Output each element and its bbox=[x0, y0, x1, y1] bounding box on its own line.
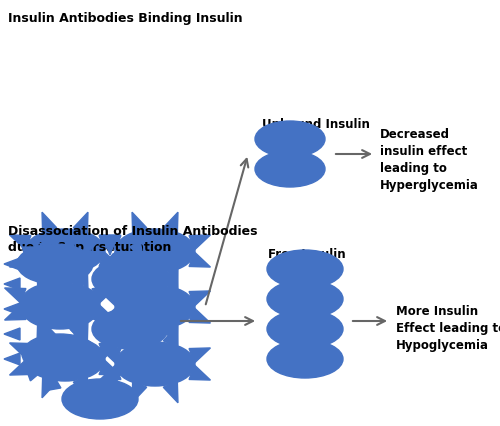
Polygon shape bbox=[132, 382, 146, 403]
Polygon shape bbox=[146, 253, 162, 268]
Polygon shape bbox=[107, 254, 124, 268]
Polygon shape bbox=[164, 268, 178, 290]
Polygon shape bbox=[189, 309, 210, 323]
Polygon shape bbox=[94, 288, 116, 303]
Polygon shape bbox=[74, 213, 88, 234]
Polygon shape bbox=[92, 286, 109, 299]
Ellipse shape bbox=[267, 340, 343, 378]
Polygon shape bbox=[189, 348, 210, 363]
Polygon shape bbox=[132, 325, 146, 346]
Polygon shape bbox=[164, 382, 178, 403]
Polygon shape bbox=[104, 239, 116, 256]
Polygon shape bbox=[164, 213, 178, 234]
Polygon shape bbox=[4, 328, 20, 340]
Ellipse shape bbox=[22, 334, 98, 374]
Polygon shape bbox=[94, 306, 116, 320]
Polygon shape bbox=[37, 265, 52, 287]
Ellipse shape bbox=[25, 230, 105, 273]
Polygon shape bbox=[4, 303, 20, 315]
Polygon shape bbox=[156, 274, 173, 285]
Polygon shape bbox=[164, 269, 178, 290]
Ellipse shape bbox=[92, 309, 168, 349]
Polygon shape bbox=[4, 353, 20, 365]
Polygon shape bbox=[189, 291, 210, 306]
Polygon shape bbox=[42, 320, 56, 342]
Polygon shape bbox=[74, 320, 88, 342]
Polygon shape bbox=[4, 288, 26, 303]
Polygon shape bbox=[42, 377, 56, 398]
Ellipse shape bbox=[17, 245, 93, 284]
Polygon shape bbox=[10, 236, 31, 250]
Polygon shape bbox=[130, 242, 143, 258]
Ellipse shape bbox=[22, 289, 98, 329]
Polygon shape bbox=[24, 365, 40, 381]
Text: Decreased
insulin effect
leading to
Hyperglycemia: Decreased insulin effect leading to Hype… bbox=[380, 128, 479, 192]
Polygon shape bbox=[132, 269, 146, 290]
Ellipse shape bbox=[62, 379, 138, 419]
Polygon shape bbox=[37, 322, 52, 343]
Polygon shape bbox=[71, 323, 86, 338]
Polygon shape bbox=[100, 366, 121, 380]
Ellipse shape bbox=[255, 152, 325, 187]
Polygon shape bbox=[49, 373, 61, 390]
Text: Insulin Antibodies Binding Insulin: Insulin Antibodies Binding Insulin bbox=[8, 12, 242, 25]
Polygon shape bbox=[4, 259, 20, 271]
Polygon shape bbox=[4, 306, 26, 320]
Polygon shape bbox=[22, 248, 34, 263]
Polygon shape bbox=[132, 213, 146, 234]
Polygon shape bbox=[42, 269, 56, 290]
Polygon shape bbox=[105, 311, 118, 328]
Text: Free Insulin: Free Insulin bbox=[268, 248, 345, 260]
Polygon shape bbox=[64, 239, 76, 256]
Polygon shape bbox=[99, 253, 120, 268]
Ellipse shape bbox=[20, 282, 100, 326]
Polygon shape bbox=[157, 298, 174, 310]
Polygon shape bbox=[74, 377, 88, 398]
Text: More Insulin
Effect leading to
Hypoglycemia: More Insulin Effect leading to Hypoglyce… bbox=[396, 304, 500, 351]
Polygon shape bbox=[99, 360, 120, 375]
Polygon shape bbox=[164, 325, 178, 347]
Polygon shape bbox=[100, 291, 121, 306]
Polygon shape bbox=[68, 265, 83, 287]
Polygon shape bbox=[132, 366, 149, 379]
Polygon shape bbox=[100, 309, 121, 323]
Polygon shape bbox=[100, 348, 121, 363]
Polygon shape bbox=[74, 269, 88, 290]
Polygon shape bbox=[132, 268, 146, 290]
Polygon shape bbox=[68, 322, 83, 343]
Ellipse shape bbox=[267, 280, 343, 318]
Ellipse shape bbox=[115, 285, 195, 329]
Polygon shape bbox=[132, 325, 146, 347]
Polygon shape bbox=[10, 343, 31, 358]
Polygon shape bbox=[40, 239, 53, 255]
Polygon shape bbox=[105, 375, 118, 392]
Polygon shape bbox=[155, 348, 171, 360]
Polygon shape bbox=[84, 240, 96, 257]
Polygon shape bbox=[10, 253, 31, 268]
Polygon shape bbox=[99, 343, 120, 358]
Polygon shape bbox=[74, 378, 86, 395]
Polygon shape bbox=[159, 323, 176, 335]
Ellipse shape bbox=[267, 250, 343, 288]
Ellipse shape bbox=[92, 259, 168, 299]
Polygon shape bbox=[99, 236, 120, 250]
Text: Unbound Insulin: Unbound Insulin bbox=[262, 118, 370, 131]
Polygon shape bbox=[164, 325, 178, 346]
Polygon shape bbox=[189, 366, 210, 380]
Ellipse shape bbox=[115, 230, 195, 273]
Polygon shape bbox=[4, 278, 20, 290]
Polygon shape bbox=[100, 253, 121, 268]
Text: Disassociation of Insulin Antibodies
due to Supersaturation: Disassociation of Insulin Antibodies due… bbox=[8, 225, 258, 254]
Ellipse shape bbox=[267, 310, 343, 348]
Polygon shape bbox=[42, 213, 56, 234]
Ellipse shape bbox=[25, 337, 105, 381]
Polygon shape bbox=[189, 253, 210, 268]
Polygon shape bbox=[81, 305, 96, 320]
Ellipse shape bbox=[115, 342, 195, 386]
Polygon shape bbox=[189, 236, 210, 250]
Polygon shape bbox=[10, 360, 31, 375]
Polygon shape bbox=[100, 236, 121, 250]
Polygon shape bbox=[83, 348, 100, 360]
Ellipse shape bbox=[255, 122, 325, 158]
